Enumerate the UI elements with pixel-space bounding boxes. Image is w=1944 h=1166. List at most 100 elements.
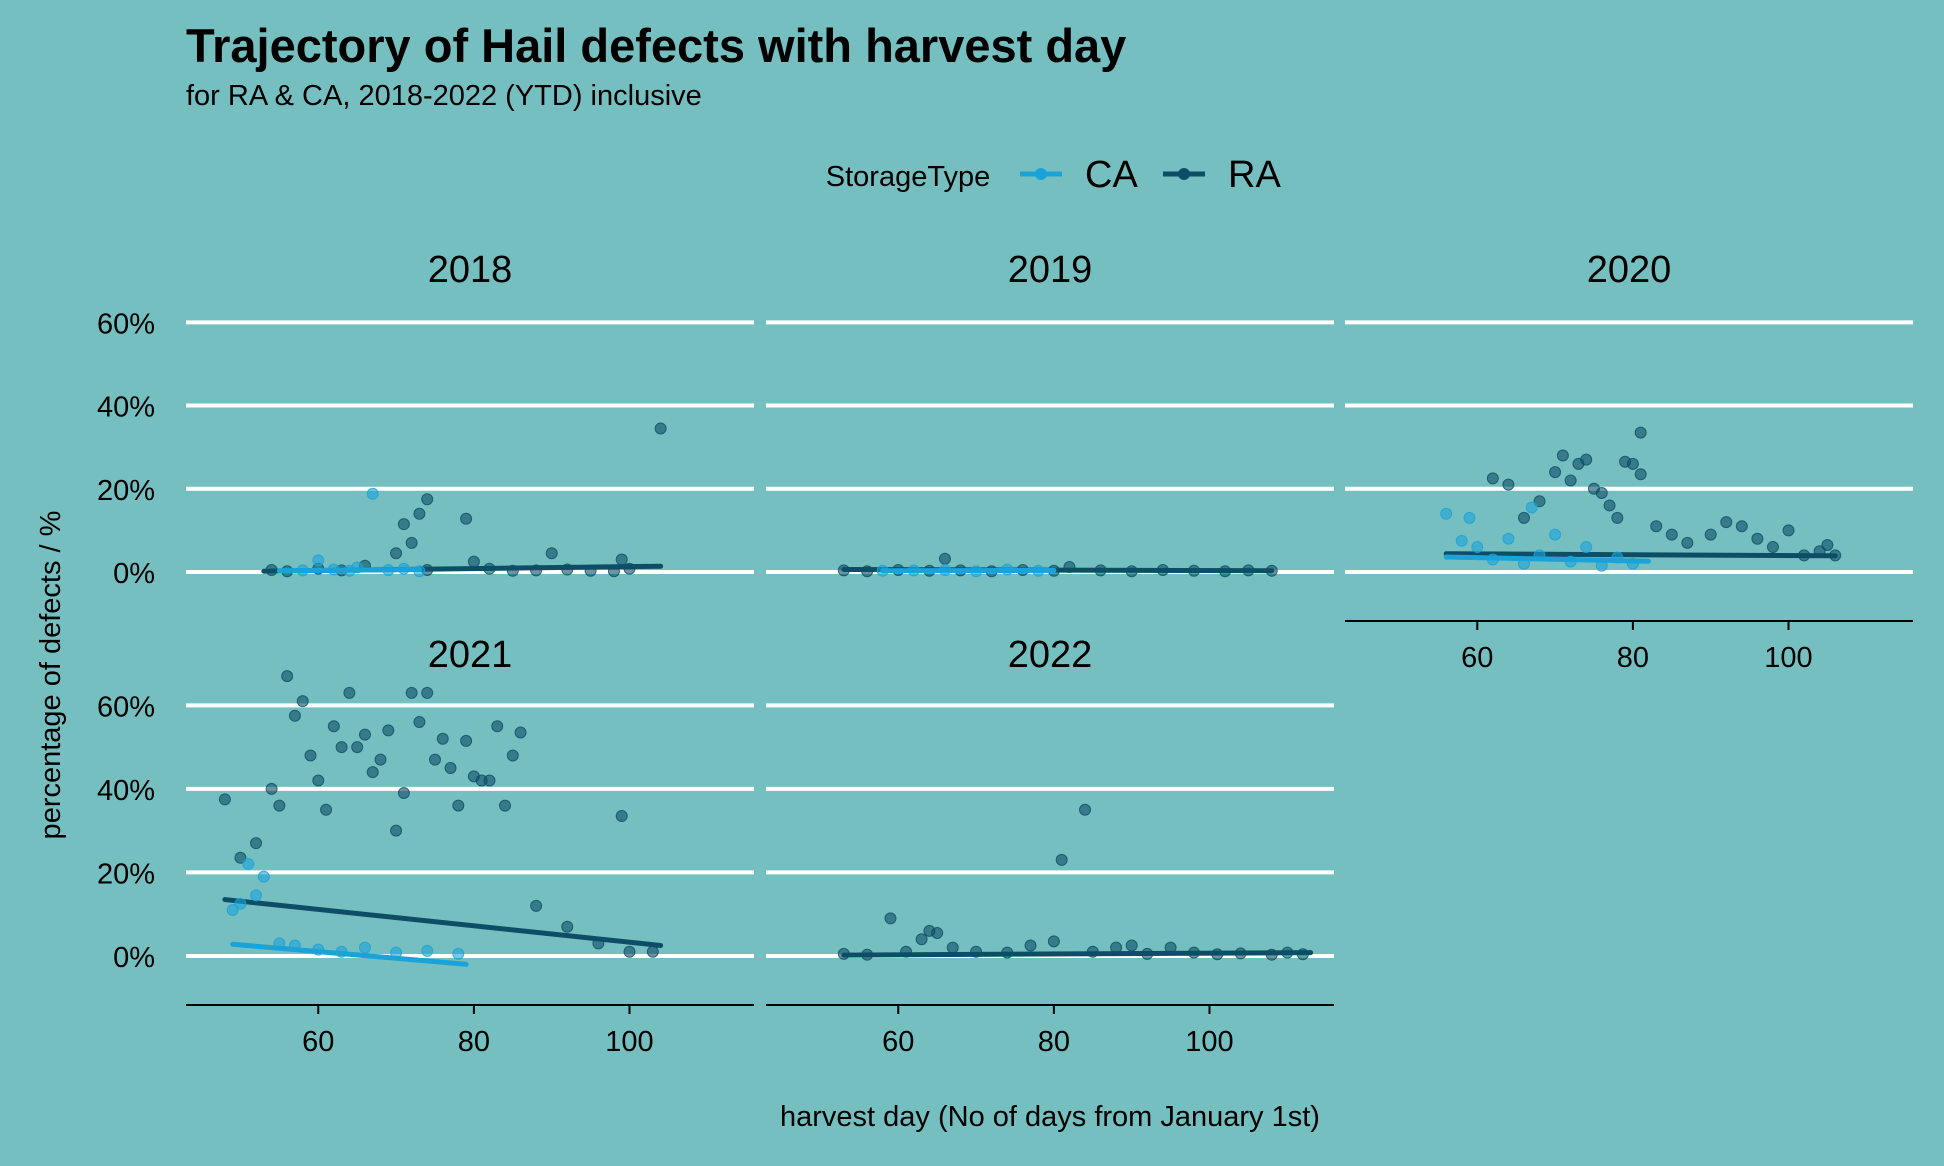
panel-2019: 2019 xyxy=(766,249,1334,578)
data-point xyxy=(483,774,496,787)
data-point xyxy=(1486,472,1499,485)
data-point xyxy=(452,947,465,960)
series-ca xyxy=(276,487,426,578)
series-ra xyxy=(218,670,664,958)
data-point xyxy=(452,799,465,812)
data-point xyxy=(1720,516,1733,529)
data-point xyxy=(250,837,263,850)
panel-strip-label: 2019 xyxy=(1008,249,1093,291)
x-axis-label: harvest day (No of days from January 1st… xyxy=(780,1101,1320,1133)
legend-point xyxy=(1178,168,1190,180)
data-point xyxy=(397,787,410,800)
data-point xyxy=(1440,507,1453,520)
x-tick-label: 60 xyxy=(302,1026,334,1058)
trend-line xyxy=(222,897,664,948)
data-point xyxy=(1055,853,1068,866)
y-tick-label: 20% xyxy=(97,858,155,890)
data-point xyxy=(1650,520,1663,533)
series-ca xyxy=(226,858,469,967)
data-point xyxy=(561,920,574,933)
data-point xyxy=(545,547,558,560)
y-tick-label: 20% xyxy=(97,475,155,507)
data-point xyxy=(1595,486,1608,499)
data-point xyxy=(915,933,928,946)
data-point xyxy=(421,686,434,699)
data-point xyxy=(623,945,636,958)
data-point xyxy=(1634,468,1647,481)
series-ca xyxy=(876,563,1057,578)
panels: 2018 0% 20% 40% 60% 2019 2020 60 80 100 2021 0% 20% 4… xyxy=(97,249,1913,1058)
data-point xyxy=(390,547,403,560)
x-tick-label: 80 xyxy=(458,1026,490,1058)
data-point xyxy=(1471,541,1484,554)
data-point xyxy=(1455,534,1468,547)
legend-entry-ca: CA xyxy=(1020,154,1138,196)
data-point xyxy=(1704,528,1717,541)
data-point xyxy=(444,762,457,774)
legend-label: CA xyxy=(1085,154,1138,196)
data-point xyxy=(234,897,247,910)
series-ra xyxy=(261,422,667,578)
legend: StorageType CA RA xyxy=(826,154,1282,196)
data-point xyxy=(265,782,278,795)
y-tick-label: 0% xyxy=(113,558,155,590)
data-point xyxy=(218,793,231,806)
series-ra xyxy=(837,803,1314,961)
data-point xyxy=(351,741,364,754)
data-point xyxy=(530,899,543,912)
x-tick-label: 100 xyxy=(1764,642,1812,674)
data-point xyxy=(654,422,667,435)
data-point xyxy=(1580,453,1593,466)
series-ra xyxy=(1443,426,1842,562)
data-point xyxy=(374,753,387,766)
data-point xyxy=(615,553,628,566)
data-point xyxy=(1580,541,1593,554)
data-point xyxy=(250,889,263,902)
data-point xyxy=(281,670,294,683)
data-point xyxy=(1463,511,1476,524)
y-tick-label: 60% xyxy=(97,308,155,340)
data-point xyxy=(1549,528,1562,541)
data-point xyxy=(226,904,239,916)
x-tick-label: 80 xyxy=(1617,642,1649,674)
legend-label: RA xyxy=(1228,154,1281,196)
data-point xyxy=(1549,466,1562,479)
panel-2021: 2021 0% 20% 40% 60% 60 80 100 xyxy=(97,634,754,1058)
data-point xyxy=(1525,501,1538,514)
data-point xyxy=(1766,541,1779,554)
data-point xyxy=(366,487,379,500)
data-point xyxy=(358,941,371,954)
panel-2022: 2022 60 80 100 xyxy=(766,634,1334,1058)
data-point xyxy=(460,512,473,525)
data-point xyxy=(884,912,897,925)
data-point xyxy=(1502,478,1515,491)
data-point xyxy=(382,724,395,737)
data-point xyxy=(938,552,951,565)
chart-title: Trajectory of Hail defects with harvest … xyxy=(186,19,1127,72)
data-point xyxy=(1533,495,1546,508)
data-point xyxy=(1517,511,1530,524)
data-point xyxy=(421,493,434,506)
data-point xyxy=(343,686,356,699)
data-point xyxy=(288,709,301,722)
data-point xyxy=(397,518,410,531)
panel-2018: 2018 0% 20% 40% 60% xyxy=(97,249,754,590)
data-point xyxy=(413,507,426,520)
series-ca xyxy=(1440,501,1651,572)
data-point xyxy=(1125,939,1138,952)
data-point xyxy=(1782,524,1795,537)
data-point xyxy=(615,810,628,823)
data-point xyxy=(1634,426,1647,439)
data-point xyxy=(1603,499,1616,512)
legend-point xyxy=(1035,168,1047,180)
data-point xyxy=(413,716,426,729)
data-point xyxy=(1611,511,1624,524)
data-point xyxy=(1681,536,1694,549)
data-point xyxy=(242,858,255,871)
data-point xyxy=(1735,520,1748,533)
trend-line xyxy=(1443,554,1651,564)
data-point xyxy=(514,726,527,739)
panel-2020: 2020 60 80 100 xyxy=(1345,249,1913,674)
x-tick-label: 80 xyxy=(1038,1026,1070,1058)
